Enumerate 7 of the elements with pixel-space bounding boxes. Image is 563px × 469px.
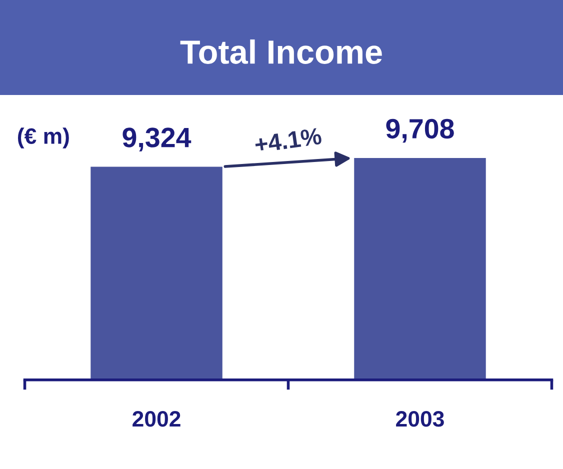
x-tick-label: 2003 [396,411,444,427]
data-label: 9,324 [122,128,192,152]
data-label: 9,708 [386,118,454,143]
y-axis-title: (€ m) [18,128,69,148]
chart-title: Total Income [180,39,382,64]
x-tick-label: 2002 [132,411,180,427]
text: +4.1% [254,127,322,154]
